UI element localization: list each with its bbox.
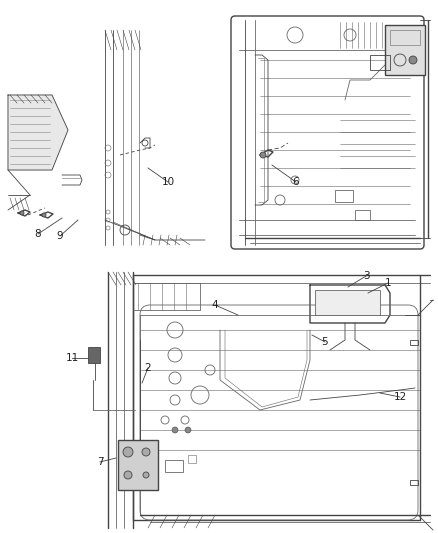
Bar [355, 210, 370, 220]
Bar [315, 290, 380, 315]
Bar [188, 455, 196, 463]
Text: 12: 12 [393, 392, 406, 402]
Circle shape [20, 211, 24, 215]
Text: 4: 4 [212, 300, 218, 310]
Circle shape [143, 472, 149, 478]
Text: 3: 3 [363, 271, 369, 281]
Text: 5: 5 [321, 337, 328, 347]
Text: 7: 7 [97, 457, 103, 467]
Bar [385, 25, 425, 75]
Bar [165, 460, 183, 472]
Text: 9: 9 [57, 231, 64, 241]
Text: 11: 11 [65, 353, 79, 363]
Polygon shape [8, 95, 68, 170]
Text: 6: 6 [293, 177, 299, 187]
Circle shape [42, 213, 46, 217]
Text: 8: 8 [35, 229, 41, 239]
Text: 10: 10 [162, 177, 175, 187]
Bar [410, 480, 418, 485]
Circle shape [185, 427, 191, 433]
Text: 1: 1 [385, 278, 391, 288]
Circle shape [409, 56, 417, 64]
Circle shape [260, 152, 266, 158]
Bar [335, 190, 353, 202]
Circle shape [172, 427, 178, 433]
Bar [410, 340, 418, 345]
Bar [370, 55, 390, 70]
Bar [118, 440, 158, 490]
Bar [390, 30, 420, 45]
Bar [88, 347, 100, 363]
Circle shape [124, 471, 132, 479]
Circle shape [123, 447, 133, 457]
Circle shape [142, 448, 150, 456]
Text: 2: 2 [145, 363, 151, 373]
